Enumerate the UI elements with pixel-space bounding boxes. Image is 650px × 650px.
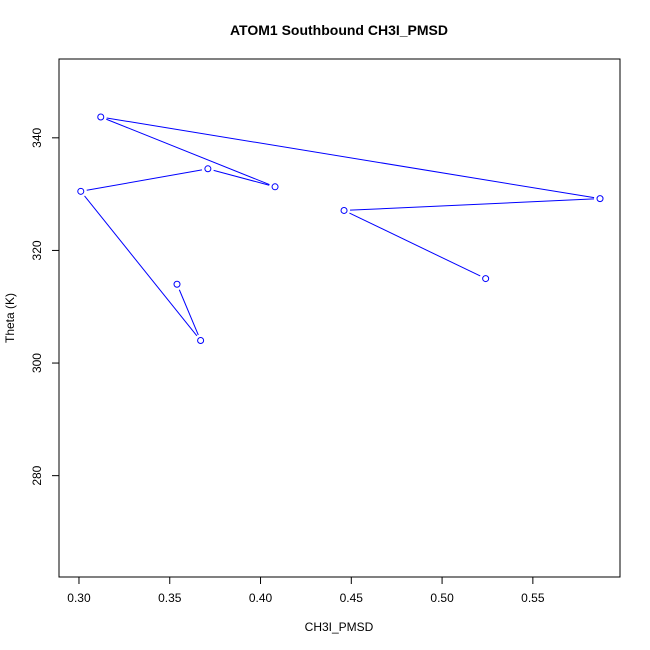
x-tick-label: 0.40 (249, 591, 273, 605)
plot-area-frame (58, 58, 621, 578)
series-line-segment (178, 289, 199, 336)
chart-title: ATOM1 Southbound CH3I_PMSD (230, 22, 448, 38)
data-point (97, 113, 105, 121)
data-point (197, 337, 205, 345)
data-point (340, 206, 348, 214)
series-line-segment (84, 195, 198, 337)
y-tick-label: 320 (30, 240, 44, 260)
data-point (204, 165, 212, 173)
y-tick-label: 340 (30, 127, 44, 147)
data-point (77, 187, 85, 195)
x-axis-label: CH3I_PMSD (305, 620, 374, 634)
data-point (596, 195, 604, 203)
series-line-segment (106, 118, 270, 186)
x-tick-label: 0.35 (158, 591, 182, 605)
y-axis: 280 300 320 340 (30, 127, 60, 486)
y-axis-label: Theta (K) (3, 293, 17, 343)
x-tick-label: 0.30 (67, 591, 91, 605)
y-tick-label: 280 (30, 465, 44, 485)
y-tick-label: 300 (30, 353, 44, 373)
x-tick-label: 0.55 (521, 591, 545, 605)
series-line-segment (350, 198, 595, 211)
series-line-segment (349, 212, 481, 277)
x-tick-label: 0.50 (430, 591, 454, 605)
x-axis: 0.30 0.35 0.40 0.45 0.50 0.55 (67, 576, 545, 605)
series-layer (77, 113, 604, 345)
series-line-segment (213, 169, 270, 186)
data-point (271, 183, 279, 191)
series-line-segment (106, 117, 595, 199)
data-point (482, 275, 490, 283)
data-point (173, 280, 181, 288)
x-tick-label: 0.45 (340, 591, 364, 605)
series-line-segment (86, 169, 203, 191)
